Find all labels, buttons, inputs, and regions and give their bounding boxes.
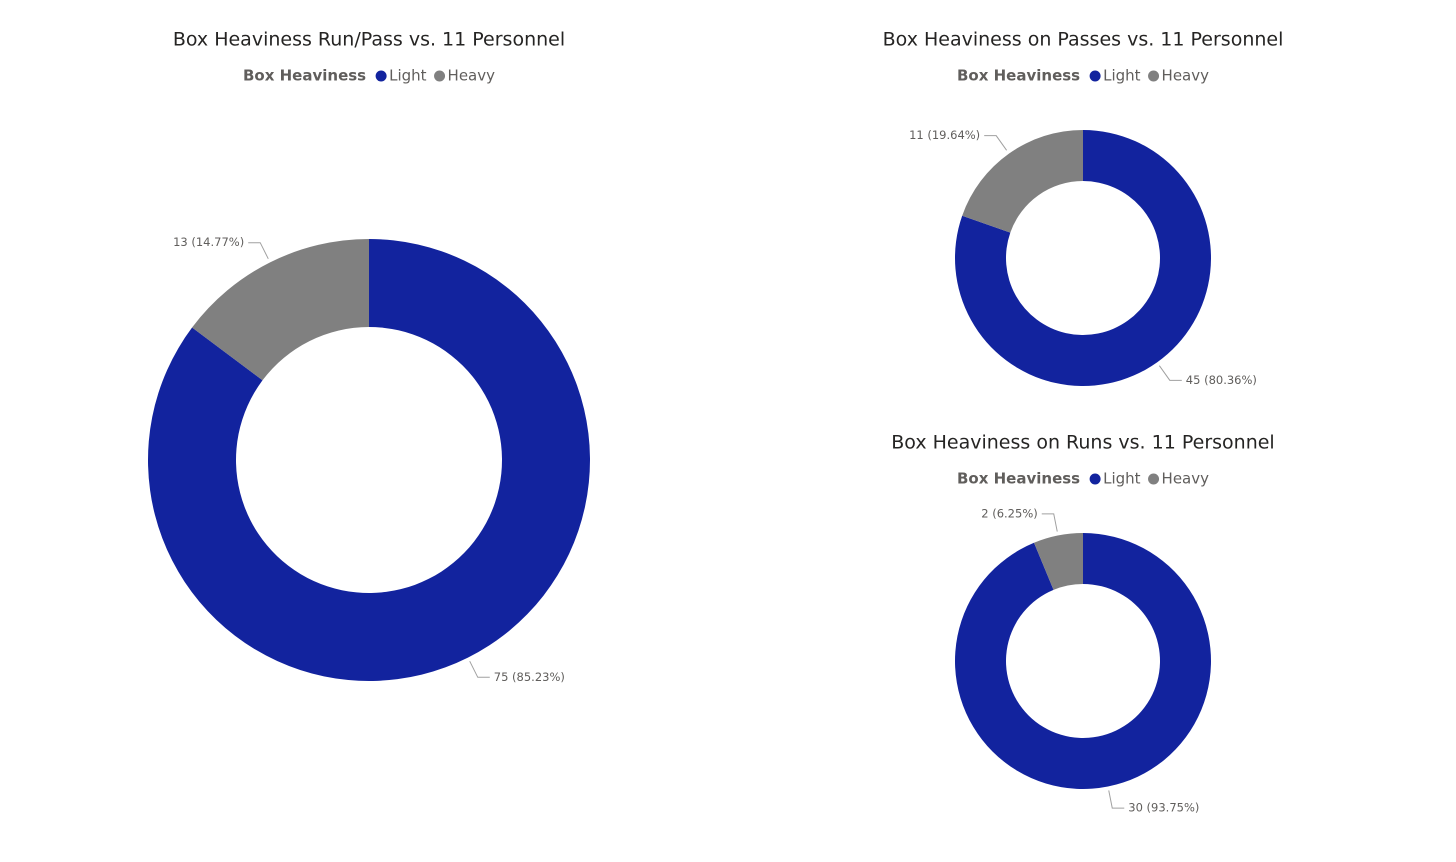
donut-chart: Box Heaviness on Passes vs. 11 Personnel… bbox=[883, 29, 1284, 387]
legend-label: Light bbox=[389, 67, 427, 85]
legend: Box Heaviness Light Heavy bbox=[957, 470, 1209, 488]
leader-line bbox=[984, 135, 1008, 151]
legend-marker bbox=[1148, 473, 1160, 485]
data-label: 11 (19.64%) bbox=[909, 128, 980, 142]
legend-label: Light bbox=[1103, 470, 1141, 488]
legend-marker bbox=[434, 70, 446, 82]
donut-chart: Box Heaviness on Runs vs. 11 Personnel Bo… bbox=[891, 432, 1274, 815]
legend-label: Heavy bbox=[448, 67, 496, 85]
legend-marker bbox=[375, 70, 387, 82]
leader-line bbox=[1158, 365, 1182, 381]
legend-title: Box Heaviness bbox=[957, 67, 1080, 85]
legend-title: Box Heaviness bbox=[957, 470, 1080, 488]
donut-slice bbox=[192, 238, 369, 381]
legend: Box Heaviness Light Heavy bbox=[243, 67, 495, 85]
legend: Box Heaviness Light Heavy bbox=[957, 67, 1209, 85]
chart-title: Box Heaviness on Passes vs. 11 Personnel bbox=[883, 29, 1284, 51]
legend-marker bbox=[1148, 70, 1160, 82]
donut-slice bbox=[147, 239, 590, 681]
chart-title: Box Heaviness on Runs vs. 11 Personnel bbox=[891, 432, 1274, 454]
chart-title: Box Heaviness Run/Pass vs. 11 Personnel bbox=[173, 29, 565, 51]
data-label: 13 (14.77%) bbox=[173, 235, 244, 249]
data-label: 2 (6.25%) bbox=[981, 506, 1037, 520]
legend-label: Heavy bbox=[1162, 470, 1210, 488]
leader-line bbox=[248, 242, 269, 260]
leader-line bbox=[1041, 513, 1058, 532]
legend-label: Heavy bbox=[1162, 67, 1210, 85]
donut-slice bbox=[955, 533, 1211, 789]
data-label: 30 (93.75%) bbox=[1128, 801, 1199, 815]
data-label: 45 (80.36%) bbox=[1186, 373, 1257, 387]
legend-label: Light bbox=[1103, 67, 1141, 85]
legend-marker bbox=[1089, 70, 1101, 82]
donut-chart: Box Heaviness Run/Pass vs. 11 Personnel B… bbox=[147, 29, 590, 684]
legend-marker bbox=[1089, 473, 1101, 485]
donut-slice bbox=[962, 130, 1083, 233]
donut-slice bbox=[955, 130, 1211, 386]
leader-line bbox=[1108, 790, 1125, 809]
leader-line bbox=[469, 660, 490, 678]
donut-slice bbox=[1034, 533, 1083, 590]
data-label: 75 (85.23%) bbox=[494, 670, 565, 684]
legend-title: Box Heaviness bbox=[243, 67, 366, 85]
